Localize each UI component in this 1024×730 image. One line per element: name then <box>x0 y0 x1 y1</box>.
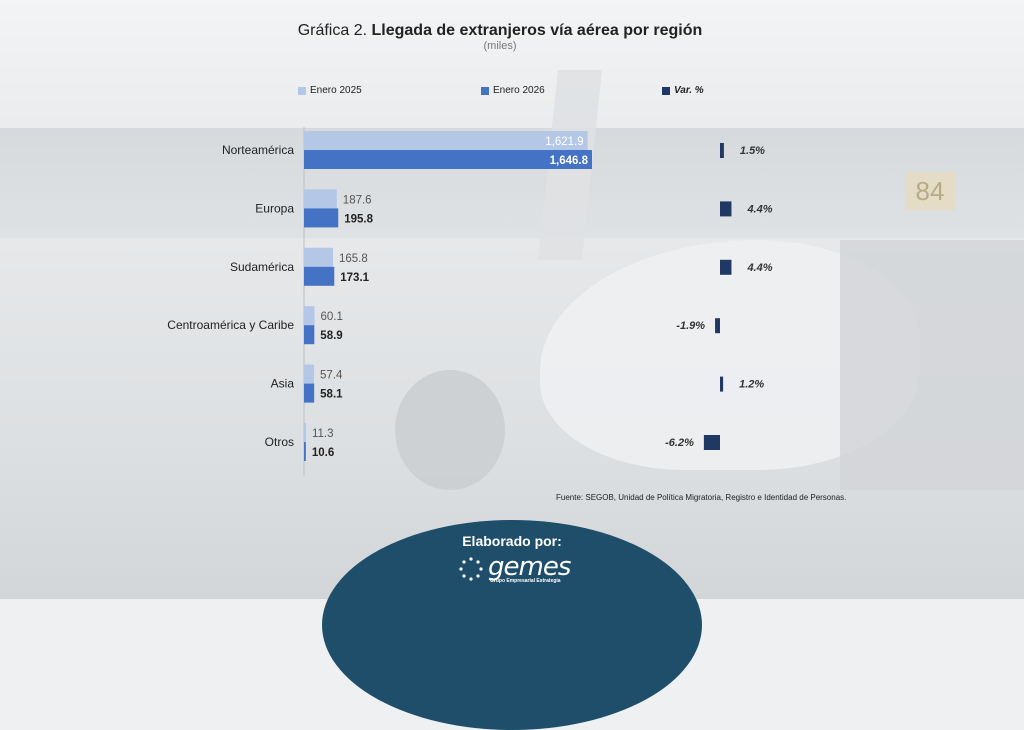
data-label-var-percent: 1.2% <box>739 379 764 391</box>
background-gate-sign: 84 <box>905 172 955 210</box>
bar-enero-2026 <box>304 208 339 228</box>
data-label-var-percent: -1.9% <box>676 320 705 332</box>
bar-enero-2025 <box>304 247 333 267</box>
legend-label-var: Var. % <box>674 85 704 96</box>
bar-enero-2026 <box>304 266 335 286</box>
legend-swatch-enero-2026 <box>481 86 489 95</box>
bar-enero-2026 <box>304 442 306 461</box>
category-label: Sudamérica <box>230 260 294 274</box>
data-label-var-percent: 4.4% <box>746 262 772 274</box>
logo-dots-icon <box>459 557 483 581</box>
data-label-enero-2025: 57.4 <box>320 370 343 382</box>
bar-enero-2025 <box>304 423 306 442</box>
data-label-enero-2026: 1,646.8 <box>550 155 589 167</box>
data-label-var-percent: 1.5% <box>740 145 765 157</box>
gemes-logo: gemes Grupo Empresarial Estrategia <box>458 552 578 588</box>
category-label: Europa <box>255 201 294 215</box>
background-engine <box>395 370 505 490</box>
data-label-enero-2025: 60.1 <box>321 311 343 323</box>
data-label-enero-2026: 58.1 <box>320 389 343 401</box>
category-label: Centroamérica y Caribe <box>167 318 294 332</box>
source-note: Fuente: SEGOB, Unidad de Política Migrat… <box>556 493 847 502</box>
data-label-enero-2025: 187.6 <box>343 194 372 206</box>
chart-title: Gráfica 2. Llegada de extranjeros vía aé… <box>0 22 1000 40</box>
data-label-enero-2025: 165.8 <box>339 253 368 265</box>
bar-chart: Norteamérica 1,621.9 1,646.8 1.5% Europa 187.… <box>167 127 773 476</box>
bar-enero-2025 <box>304 306 315 326</box>
bar-enero-2026 <box>304 150 592 169</box>
bar-enero-2026 <box>304 325 315 345</box>
bar-enero-2025 <box>304 364 315 384</box>
bar-var-percent <box>720 143 724 158</box>
data-label-var-percent: -6.2% <box>665 437 694 449</box>
logo-wordmark: gemes <box>488 552 571 582</box>
chart-title-lead: Gráfica 2. <box>297 22 368 39</box>
legend-swatch-var <box>662 86 670 95</box>
bar-enero-2026 <box>304 383 315 403</box>
data-label-enero-2026: 173.1 <box>340 272 369 284</box>
data-label-var-percent: 4.4% <box>746 203 772 215</box>
bar-var-percent <box>703 435 720 450</box>
bar-enero-2025 <box>304 189 337 209</box>
bar-var-percent <box>720 259 732 275</box>
legend-item-enero-2025: Enero 2025 <box>298 85 362 96</box>
data-label-enero-2025: 11.3 <box>312 428 334 440</box>
bar-var-percent <box>715 318 720 334</box>
footer-label: Elaborado por: <box>462 533 562 549</box>
bar-enero-2025 <box>304 131 588 150</box>
category-label: Norteamérica <box>222 143 294 157</box>
legend-swatch-enero-2025 <box>298 86 306 95</box>
airport-background-photo: 84 <box>0 0 1024 599</box>
logo-subtext: Grupo Empresarial Estrategia <box>490 578 561 584</box>
chart-subtitle: (miles) <box>483 40 517 52</box>
category-label: Asia <box>271 377 295 391</box>
legend-label-enero-2025: Enero 2025 <box>310 85 362 96</box>
bar-var-percent <box>720 376 724 392</box>
chart-title-main: Llegada de extranjeros vía aérea por reg… <box>371 22 703 39</box>
data-label-enero-2026: 58.9 <box>320 330 342 342</box>
data-label-enero-2026: 10.6 <box>312 447 334 459</box>
background-jet-bridge <box>840 240 1024 490</box>
legend-item-enero-2026: Enero 2026 <box>481 85 545 96</box>
legend-label-enero-2026: Enero 2026 <box>493 85 545 96</box>
data-label-enero-2026: 195.8 <box>344 213 373 225</box>
bar-var-percent <box>720 201 732 217</box>
category-label: Otros <box>265 435 294 449</box>
background-sky <box>0 0 1024 140</box>
legend-item-var: Var. % <box>662 85 704 96</box>
data-label-enero-2025: 1,621.9 <box>545 136 583 148</box>
